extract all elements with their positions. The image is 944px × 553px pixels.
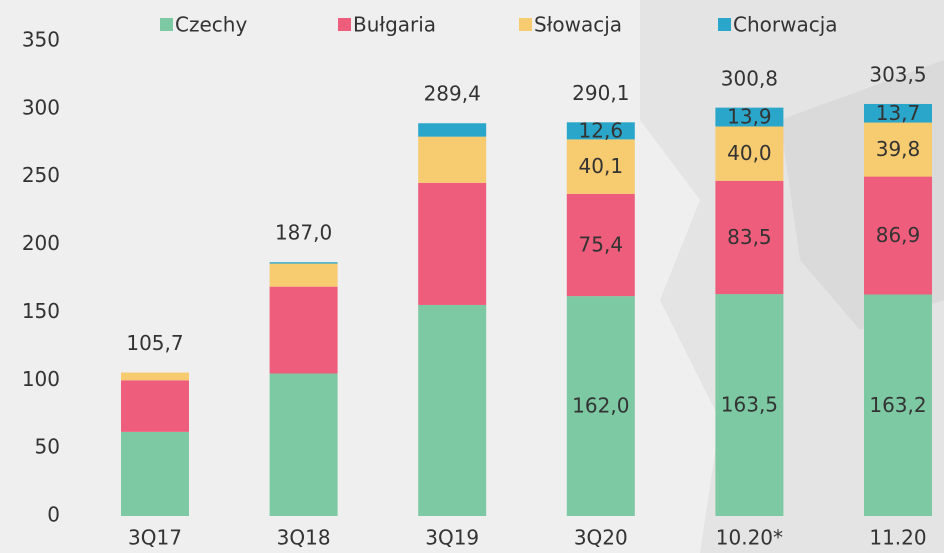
value-label: 39,8 — [876, 137, 921, 161]
bar-segment — [864, 103, 932, 123]
value-label: 13,7 — [876, 101, 921, 125]
value-label: 83,5 — [727, 225, 772, 249]
bar-segment — [269, 263, 338, 287]
bar-segment — [864, 122, 932, 177]
legend-swatch — [718, 18, 731, 31]
x-tick-label: 11.20 — [869, 526, 926, 550]
y-tick-label: 300 — [22, 95, 60, 119]
bar-segment — [269, 373, 338, 516]
bar-segment — [269, 262, 338, 264]
bar-segment — [715, 294, 784, 516]
y-tick-label: 350 — [22, 28, 60, 52]
value-label: 12,6 — [579, 118, 624, 142]
bar-segment — [715, 180, 784, 295]
legend-label: Bułgaria — [353, 13, 436, 37]
bar-segment — [864, 294, 932, 516]
legend-swatch — [519, 18, 532, 31]
x-tick-label: 10.20* — [716, 526, 783, 550]
bar-segment — [121, 380, 189, 432]
legend-swatch — [338, 18, 351, 31]
y-tick-label: 250 — [22, 163, 60, 187]
total-label: 187,0 — [275, 221, 332, 245]
bar-segment — [715, 126, 784, 181]
total-label: 303,5 — [869, 63, 926, 87]
bar-segment — [418, 136, 487, 183]
value-label: 40,1 — [579, 154, 624, 178]
value-label: 75,4 — [579, 232, 624, 256]
value-label: 163,2 — [869, 393, 926, 417]
bar-segment — [566, 296, 635, 516]
bar-segment — [269, 286, 338, 374]
bar-segment — [418, 123, 487, 137]
value-label: 86,9 — [876, 223, 921, 247]
value-label: 163,5 — [721, 393, 778, 417]
bar-segment — [566, 122, 635, 140]
bar-segment — [566, 139, 635, 194]
total-label: 300,8 — [721, 66, 778, 90]
x-tick-label: 3Q17 — [128, 526, 182, 550]
bar-segment — [566, 193, 635, 297]
y-tick-label: 50 — [35, 435, 60, 459]
total-label: 290,1 — [572, 81, 629, 105]
bar-segment — [121, 431, 189, 516]
bar-segment — [418, 304, 487, 516]
legend-label: Czechy — [175, 13, 247, 37]
total-label: 105,7 — [126, 331, 183, 355]
y-tick-label: 0 — [47, 503, 60, 527]
y-tick-label: 200 — [22, 231, 60, 255]
bar-segment — [418, 182, 487, 305]
bar-segment — [121, 372, 189, 381]
y-tick-label: 150 — [22, 299, 60, 323]
legend-label: Słowacja — [534, 13, 622, 37]
bar-segment — [715, 107, 784, 127]
y-tick-label: 100 — [22, 367, 60, 391]
legend-label: Chorwacja — [733, 13, 838, 37]
legend-swatch — [160, 18, 173, 31]
bar-segment — [864, 176, 932, 295]
x-tick-label: 3Q19 — [425, 526, 479, 550]
total-label: 289,4 — [424, 82, 481, 106]
x-tick-label: 3Q18 — [277, 526, 331, 550]
value-label: 40,0 — [727, 141, 772, 165]
value-label: 162,0 — [572, 394, 629, 418]
x-tick-label: 3Q20 — [574, 526, 628, 550]
value-label: 13,9 — [727, 105, 772, 129]
